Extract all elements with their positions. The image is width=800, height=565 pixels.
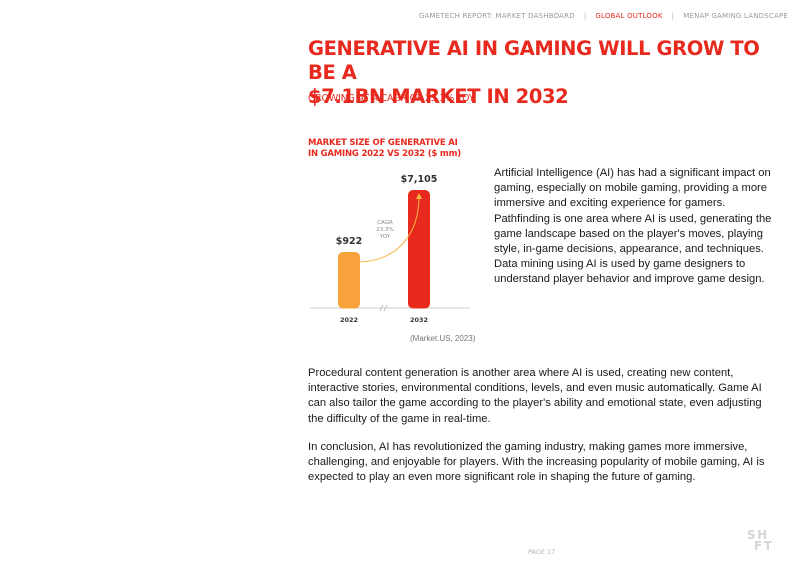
growth-arrow xyxy=(359,193,422,263)
logo-line-2: FT xyxy=(754,539,774,553)
shift-logo: SH FT xyxy=(747,528,787,553)
nav-separator: | xyxy=(583,12,587,20)
page-title-line-1: GENERATIVE AI IN GAMING WILL GROW TO BE … xyxy=(308,37,760,84)
x-tick-label-2032: 2032 xyxy=(410,316,428,324)
cagr-label: CAGR xyxy=(377,220,393,226)
bar-2032 xyxy=(408,190,430,309)
chart-title-line-2: IN GAMING 2022 VS 2032 ($ mm) xyxy=(308,149,461,159)
nav-separator: | xyxy=(671,12,675,20)
cagr-annotation: CAGR 23.3% YOY xyxy=(376,220,393,240)
cagr-value: 23.3% xyxy=(376,227,393,233)
nav-item-market-dashboard[interactable]: GAMETECH REPORT: MARKET DASHBOARD xyxy=(418,12,575,20)
top-navigation: GAMETECH REPORT: MARKET DASHBOARD | GLOB… xyxy=(419,10,788,22)
page-number: PAGE 17 xyxy=(528,548,556,556)
logo-line-1: SH xyxy=(747,528,769,542)
x-tick-label-2022: 2022 xyxy=(340,316,358,324)
value-label-2022: $922 xyxy=(336,236,362,247)
chart-source: (Market.US, 2023) xyxy=(410,334,476,343)
body-paragraph-2: Procedural content generation is another… xyxy=(308,367,762,425)
chart-title: MARKET SIZE OF GENERATIVE AI IN GAMING 2… xyxy=(308,138,488,160)
axis-break-mark xyxy=(379,304,388,312)
value-label-2032: $7,105 xyxy=(401,174,438,185)
bar-2022 xyxy=(338,252,360,309)
cagr-unit: YOY xyxy=(379,234,391,240)
page-title-line-2: $7.1bn MARKET IN 2032 xyxy=(308,85,569,108)
market-size-bar-chart: $922 $7,105 2022 2032 CAGR 23.3% YOY xyxy=(310,174,470,324)
body-paragraph-1: Artificial Intelligence (AI) has had a s… xyxy=(494,167,772,286)
page-title: GENERATIVE AI IN GAMING WILL GROW TO BE … xyxy=(308,37,778,109)
chart-title-line-1: MARKET SIZE OF GENERATIVE AI xyxy=(308,138,458,148)
page-subtitle: GROWING AT A CAGR OF 23.3% YOY xyxy=(308,93,475,104)
body-paragraph-3: In conclusion, AI has revolutionized the… xyxy=(308,441,765,484)
nav-item-menap-gaming-landscape[interactable]: MENAP GAMING LANDSCAPE xyxy=(683,12,788,20)
nav-item-global-outlook[interactable]: GLOBAL OUTLOOK xyxy=(595,12,663,20)
